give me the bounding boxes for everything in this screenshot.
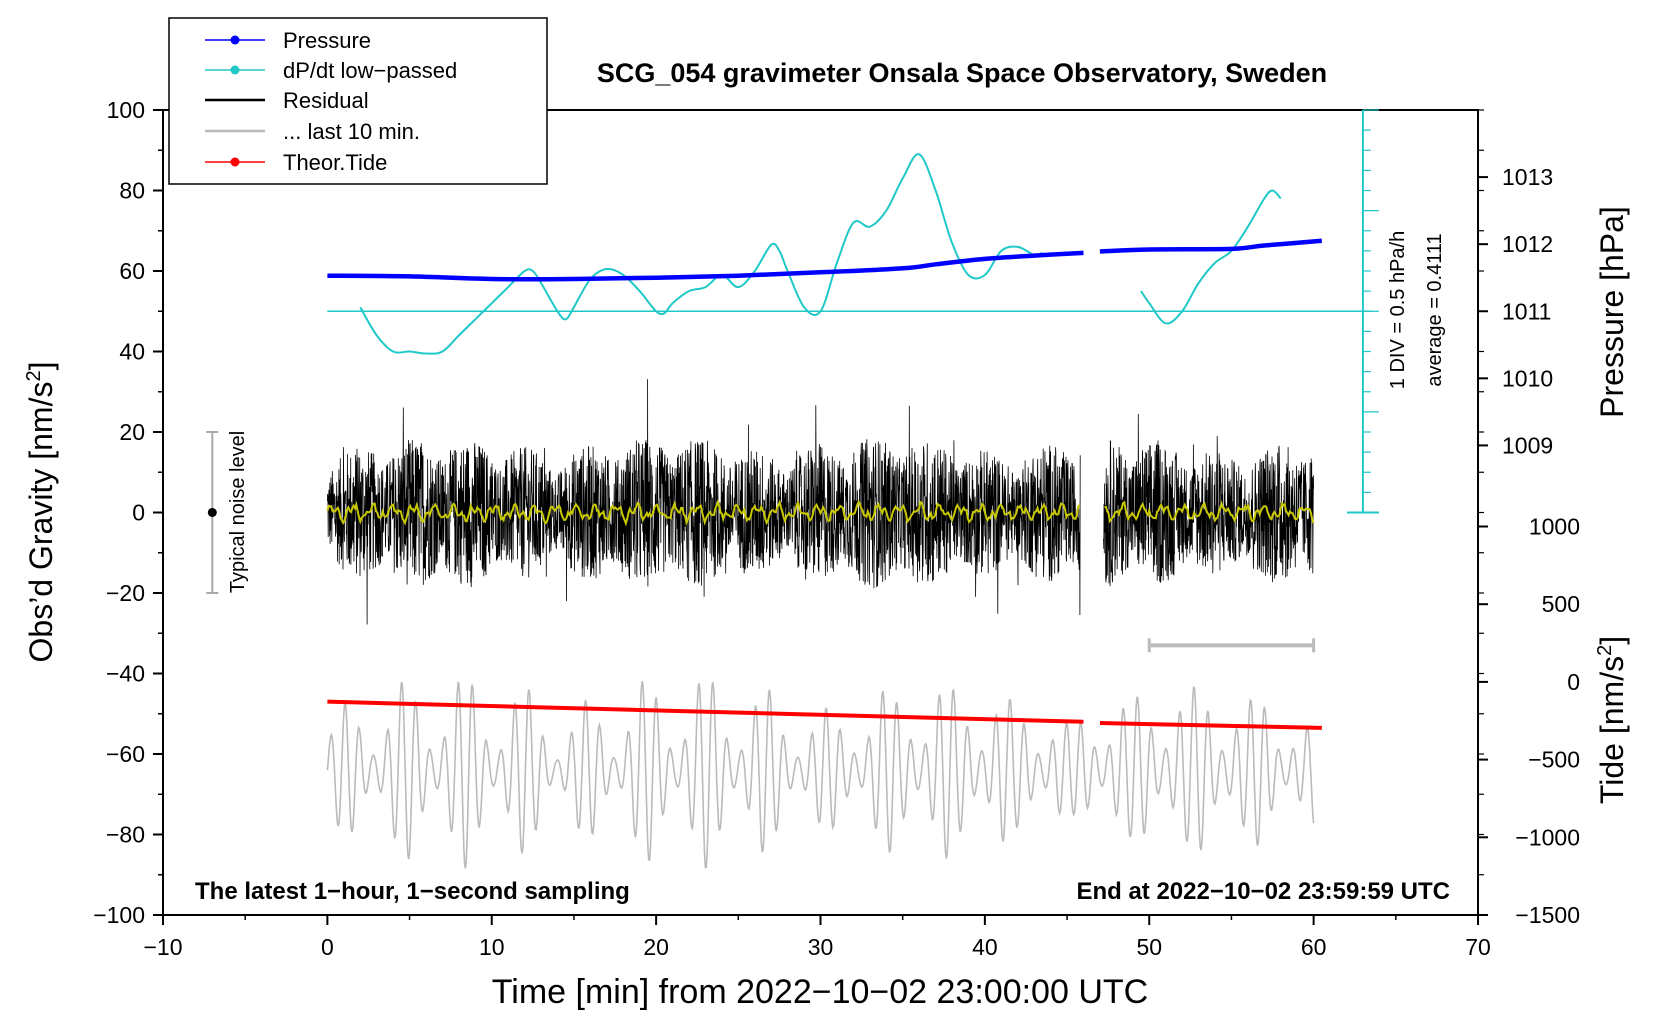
y-axis-label-tide-sup: 2 [1594,645,1616,656]
legend-marker-tide [230,157,240,167]
tide-tick-label: 1000 [1529,514,1580,540]
theor-tide-line [1099,721,1322,730]
y-tick-label-left: 20 [119,419,145,445]
dpdt-line [1140,189,1282,325]
y-tick-label-left: −40 [106,661,145,687]
legend-item-last10: ... last 10 min. [205,119,420,144]
y-tick-label-left: −60 [106,741,145,767]
y-tick-label-left: −80 [106,822,145,848]
end-time-note: End at 2022−10−02 23:59:59 UTC [1076,878,1450,905]
residual-smoothed-line [326,499,1315,527]
y-tick-label-left: −20 [106,580,145,606]
series-layer [326,109,1379,869]
tide-tick-label: 0 [1567,669,1580,695]
y-axis-label-left-end: ] [23,362,59,371]
axes-ticks: −10 0 10 20 30 40 50 60 70100806040200−20−40−60−… [93,97,1580,960]
y-tick-label-left: 100 [107,97,145,123]
theor-tide-line [327,699,1084,724]
y-axis-label-left: Obs’d Gravity [nm/s2] [23,362,59,663]
tide-tick-label: −1500 [1515,902,1580,928]
pressure-tick-label: 1013 [1502,164,1553,190]
legend-item-dpdt: dP/dt low−passed [205,58,457,83]
y-axis-label-left-sup: 2 [23,370,45,381]
tide-tick-label: −500 [1528,747,1580,773]
y-axis-label-tide: Tide [nm/s2] [1594,636,1630,804]
x-tick-label: 50 [1136,934,1162,960]
y-axis-label-pressure: Pressure [hPa] [1594,206,1630,418]
dpdt-scale-label: 1 DIV = 0.5 hPa/h [1387,231,1409,389]
legend-label-dpdt: dP/dt low−passed [283,58,457,83]
pressure-tick-label: 1012 [1502,231,1553,257]
x-tick-label: 10 [479,934,505,960]
legend-item-pressure: Pressure [205,28,371,53]
x-tick-label: 20 [643,934,669,960]
annotations [206,431,1316,653]
legend-marker-pressure [230,35,240,45]
x-tick-label: 30 [808,934,834,960]
y-tick-label-left: 80 [119,178,145,204]
tide-tick-label: 500 [1542,591,1580,617]
legend-marker-dpdt [230,65,240,75]
y-axis-label-left-base: Obs’d Gravity [nm/s [23,382,59,663]
noise-level-label: Typical noise level [227,431,249,593]
y-axis-label-tide-end: ] [1594,636,1630,645]
pressure-tick-label: 1010 [1502,365,1553,391]
y-tick-label-left: 60 [119,258,145,284]
y-tick-label-left: −100 [93,902,145,928]
x-tick-label: 0 [321,934,334,960]
pressure-line [327,250,1084,282]
legend-label-pressure: Pressure [283,28,371,53]
legend-label-last10: ... last 10 min. [283,119,420,144]
sampling-note: The latest 1−hour, 1−second sampling [195,878,630,905]
tide-tick-label: −1000 [1515,824,1580,850]
x-tick-label: 60 [1301,934,1327,960]
pressure-tick-label: 1009 [1502,432,1553,458]
x-axis-label: Time [min] from 2022−10−02 23:00:00 UTC [492,973,1148,1011]
legend-label-tide: Theor.Tide [283,150,387,175]
chart-title: SCG_054 gravimeter Onsala Space Observat… [597,58,1327,88]
dpdt-line [359,153,1043,355]
legend-item-residual: Residual [205,88,369,113]
y-tick-label-left: 0 [132,500,145,526]
x-tick-label: −10 [143,934,182,960]
last-10-min-line [326,680,1315,869]
dpdt-average-label: average = 0.4111 [1424,233,1446,386]
y-tick-label-left: 40 [119,339,145,365]
y-axis-label-tide-base: Tide [nm/s [1594,656,1630,804]
noise-level-dot [207,508,217,517]
x-tick-label: 70 [1465,934,1491,960]
x-tick-label: 40 [972,934,998,960]
pressure-tick-label: 1011 [1502,298,1551,324]
legend-item-tide: Theor.Tide [205,150,387,175]
legend: Pressure dP/dt low−passed Residual ... l… [168,17,548,185]
legend-label-residual: Residual [283,88,369,113]
pressure-line [1099,238,1322,254]
